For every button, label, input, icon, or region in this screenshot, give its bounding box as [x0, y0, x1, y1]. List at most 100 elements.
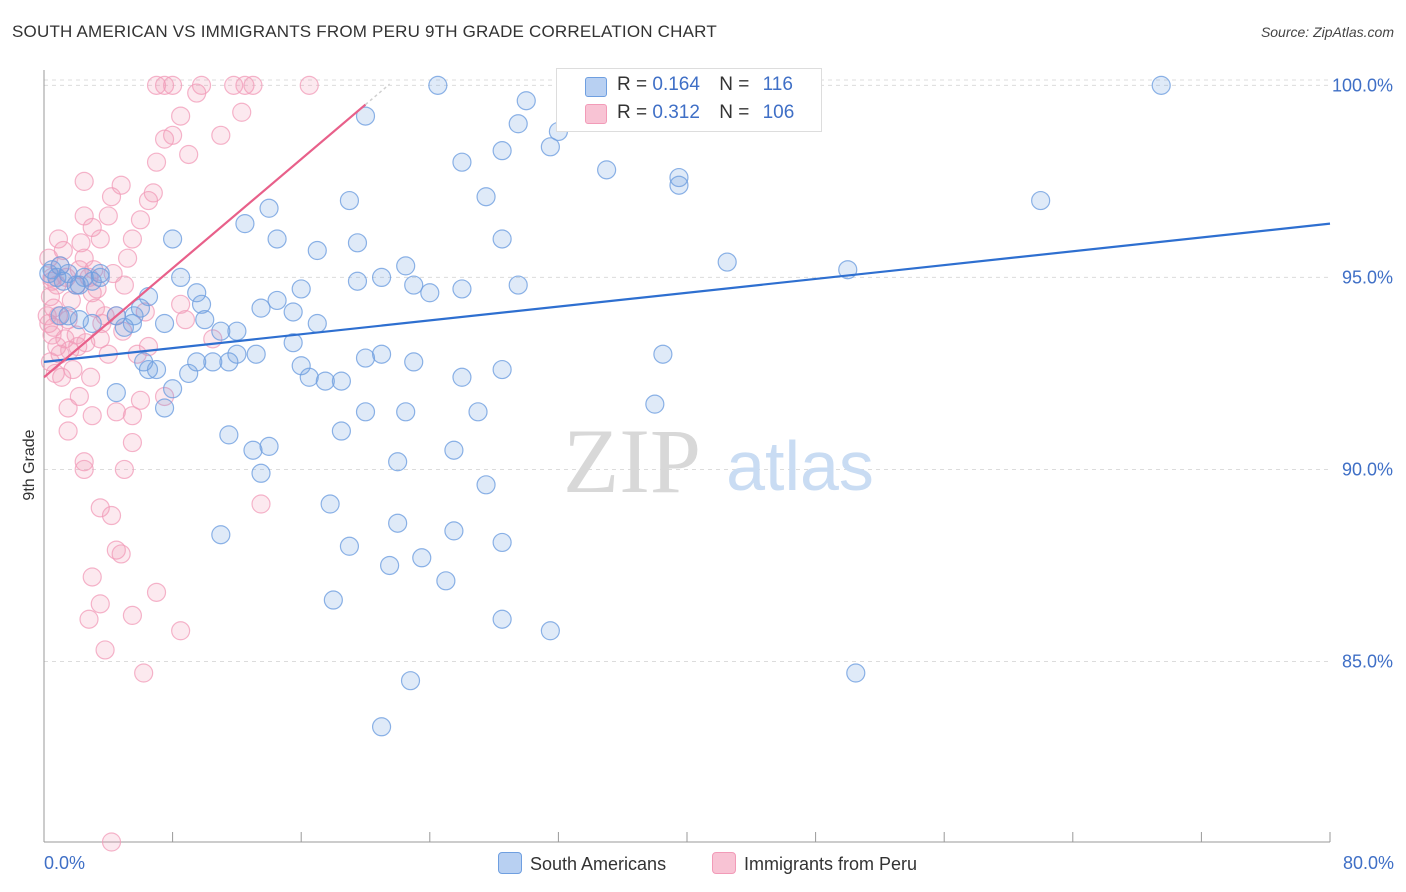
- peru-point: [90, 229, 110, 249]
- peru-point: [74, 452, 94, 472]
- peru-point: [90, 498, 110, 518]
- south-americans-point: [371, 344, 392, 364]
- south-americans-point: [146, 359, 167, 380]
- south-americans-point: [331, 421, 351, 441]
- south-americans-point: [307, 313, 327, 334]
- peru-point: [81, 367, 101, 387]
- legend-n-label-1: N =: [719, 74, 750, 95]
- south-americans-point: [90, 267, 110, 288]
- peru-point: [122, 432, 143, 453]
- south-americans-point: [203, 352, 223, 372]
- peru-point: [111, 175, 131, 195]
- y-tick-label: 85.0%: [1342, 651, 1393, 671]
- south-americans-point: [396, 402, 416, 422]
- peru-point: [98, 206, 118, 226]
- south-americans-point: [283, 302, 303, 322]
- peru-point: [134, 663, 154, 683]
- peru-point: [53, 240, 73, 261]
- south-americans-point: [1151, 75, 1171, 95]
- trend-line-peru: [43, 103, 367, 379]
- peru-point: [101, 832, 122, 852]
- peru-point: [106, 402, 126, 422]
- south-americans-point: [508, 275, 528, 295]
- south-americans-point: [516, 91, 536, 111]
- south-americans-point: [380, 555, 400, 576]
- peru-point: [44, 317, 64, 337]
- south-americans-point: [355, 402, 376, 422]
- peru-point: [299, 75, 319, 95]
- south-americans-point: [388, 452, 408, 472]
- bottom-legend-label-1: South Americans: [530, 854, 667, 874]
- south-americans-point: [476, 187, 496, 207]
- south-americans-point: [69, 310, 89, 330]
- peru-point: [101, 505, 122, 526]
- south-americans-point: [331, 371, 351, 391]
- peru-point: [79, 609, 99, 629]
- peru-point: [130, 390, 151, 410]
- peru-point: [63, 359, 83, 380]
- south-americans-point: [283, 333, 303, 353]
- south-americans-point: [163, 229, 183, 249]
- gridlines: [44, 79, 1330, 662]
- south-americans-point: [717, 252, 737, 272]
- south-americans-point: [846, 663, 866, 683]
- south-americans-point: [388, 513, 408, 533]
- south-americans-point: [492, 359, 512, 380]
- south-americans-point: [246, 344, 266, 364]
- x-tick-label-max: 80.0%: [1342, 853, 1394, 873]
- legend-swatch-south-americans: [585, 77, 607, 97]
- peru-point: [69, 386, 89, 407]
- trend-lines: [43, 83, 1331, 379]
- south-americans-point: [400, 671, 421, 691]
- south-americans-point: [339, 190, 360, 211]
- peru-point: [114, 459, 134, 480]
- south-americans-point: [307, 240, 327, 261]
- legend-n-label-2: N =: [719, 102, 750, 123]
- south-americans-point: [171, 267, 191, 288]
- south-americans-point: [58, 306, 78, 326]
- south-americans-point: [669, 167, 689, 188]
- peru-point: [122, 605, 143, 625]
- south-americans-point: [251, 463, 271, 483]
- south-americans-point: [187, 283, 207, 303]
- south-americans-point: [82, 313, 102, 334]
- y-tick-label: 100.0%: [1332, 75, 1393, 95]
- south-americans-point: [69, 275, 89, 295]
- peru-point: [154, 386, 175, 407]
- peru-point: [95, 640, 115, 660]
- peru-point: [171, 621, 191, 641]
- south-americans-point: [347, 271, 368, 291]
- chart-title: SOUTH AMERICAN VS IMMIGRANTS FROM PERU 9…: [12, 22, 717, 41]
- south-americans-point: [315, 371, 335, 391]
- bottom-swatch-south-americans: [498, 852, 522, 874]
- peru-point: [146, 152, 167, 172]
- peru-point: [127, 344, 147, 364]
- south-americans-point: [492, 609, 512, 629]
- y-tick-labels: 85.0% 90.0% 95.0% 100.0%: [1332, 75, 1393, 671]
- peru-point: [40, 287, 61, 307]
- south-americans-point: [154, 398, 175, 418]
- bottom-legend-south-americans: South Americans: [498, 852, 666, 876]
- peru-point: [122, 229, 143, 249]
- south-americans-point: [138, 287, 159, 307]
- peru-point: [74, 206, 94, 226]
- peru-point: [211, 125, 231, 145]
- south-americans-point: [540, 137, 560, 157]
- south-americans-point: [436, 571, 456, 591]
- source-label: Source: ZipAtlas.com: [1260, 24, 1394, 40]
- series-south-americans-points: [39, 75, 1171, 737]
- trend-line-south-americans: [43, 222, 1331, 363]
- south-americans-point: [195, 310, 215, 330]
- peru-point: [58, 398, 78, 418]
- south-americans-point: [251, 298, 271, 318]
- peru-point: [171, 294, 191, 314]
- legend-r-value-1: 0.164: [652, 74, 700, 95]
- south-americans-point: [420, 283, 440, 303]
- south-americans-point: [669, 175, 689, 195]
- legend-swatch-peru: [585, 104, 607, 124]
- south-americans-point: [211, 321, 231, 341]
- peru-point: [146, 582, 167, 602]
- trend-line-peru-extension: [365, 83, 391, 106]
- y-tick-label: 95.0%: [1342, 267, 1393, 287]
